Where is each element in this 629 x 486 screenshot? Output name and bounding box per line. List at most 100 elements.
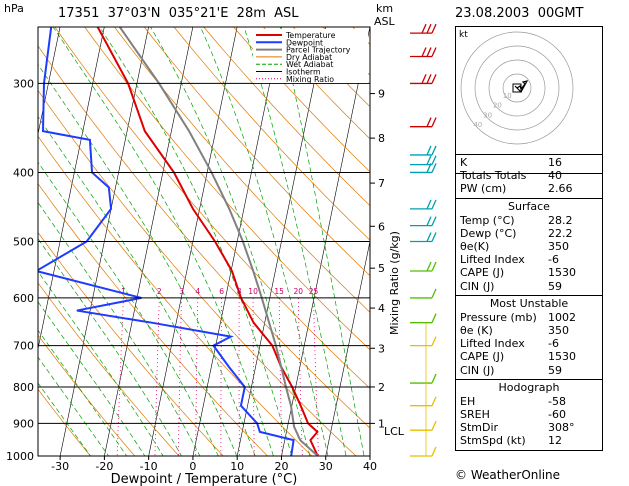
index-value: 59	[548, 363, 562, 377]
index-value: 59	[548, 279, 562, 293]
x-tick-label: 0	[189, 460, 196, 473]
index-value: 16	[548, 156, 562, 169]
index-value: 1002	[548, 310, 576, 324]
index-label: Pressure (mb)	[460, 310, 537, 324]
mixing-ratio-line	[238, 297, 240, 456]
index-label: K	[460, 156, 468, 169]
wet-adiabat-line	[38, 201, 201, 456]
dry-adiabat-line	[38, 282, 180, 456]
index-value: 2.66	[548, 182, 573, 196]
index-row: PW (cm) 2.66	[456, 182, 602, 195]
dry-adiabat-line	[203, 27, 370, 207]
section-title: Surface	[508, 199, 550, 213]
dry-adiabat-line	[143, 27, 370, 277]
datetime-title: 23.08.2003 00GMT	[455, 6, 584, 21]
pressure-tick-label: 600	[13, 292, 34, 305]
pressure-tick-label: 700	[13, 340, 34, 353]
dry-adiabat-line	[54, 27, 370, 389]
wet-adiabat-line	[38, 301, 146, 456]
index-row: SREH -60	[456, 408, 602, 421]
km-tick-label: 3	[378, 342, 385, 355]
mixing-ratio-line	[177, 297, 182, 456]
km-tick-label: 5	[378, 262, 385, 275]
indices-table: K 16 Totals Totals 40 PW (cm) 2.66 Surface Temp…	[455, 154, 603, 451]
index-value: 1530	[548, 350, 576, 364]
dry-adiabat-line	[173, 27, 370, 241]
wet-adiabat-line	[38, 161, 219, 456]
index-value: 12	[548, 434, 562, 448]
wet-adiabat-line	[38, 356, 109, 456]
index-row: Totals Totals 40	[456, 169, 602, 182]
index-value: 350	[548, 240, 569, 254]
mixing-ratio-label: 6	[219, 287, 224, 296]
wet-adiabat-line	[52, 27, 274, 456]
pressure-tick-label: 1000	[6, 450, 34, 463]
hodograph-ring-label: 10	[503, 92, 512, 100]
hodograph-unit: kt	[459, 30, 468, 40]
km-tick-label: 4	[378, 302, 385, 315]
index-value: 308°	[548, 421, 575, 435]
dry-adiabat-line	[38, 231, 224, 456]
x-tick-label: 30	[319, 460, 333, 473]
dry-adiabat-line	[38, 334, 136, 456]
index-row: CAPE (J) 1530	[456, 350, 602, 363]
index-value: 22.2	[548, 226, 573, 240]
mixing-ratio-label: 2	[157, 287, 162, 296]
index-label: CAPE (J)	[460, 350, 505, 364]
plot-frame	[37, 26, 371, 457]
index-label: Dewp (°C)	[460, 226, 517, 240]
index-row: EH -58	[456, 395, 602, 408]
wind-barbs	[410, 23, 437, 457]
asl-label: ASL	[374, 15, 395, 28]
wet-adiabat-line	[200, 27, 329, 456]
index-value: -60	[548, 408, 566, 422]
pressure-tick-label: 800	[13, 381, 34, 394]
index-label: CIN (J)	[460, 363, 495, 377]
mixing-ratio-line	[278, 297, 283, 456]
wet-adiabat-line	[280, 27, 365, 456]
dry-adiabat-line	[38, 135, 313, 456]
mixing-ratio-axis-label: Mixing Ratio (g/kg)	[388, 231, 401, 335]
index-label: PW (cm)	[460, 182, 507, 196]
x-tick-label: -10	[140, 460, 158, 473]
mixing-ratio-line	[220, 297, 223, 456]
isotherm-line	[236, 27, 326, 456]
x-tick-label: 40	[363, 460, 377, 473]
pressure-tick-label: 900	[13, 417, 34, 430]
x-tick-label: -20	[95, 460, 113, 473]
index-label: θe(K)	[460, 240, 490, 254]
index-row: θe(K) 350	[456, 240, 602, 253]
lcl-label: LCL	[384, 425, 405, 438]
index-row: Lifted Index -6	[456, 253, 602, 266]
legend-entry: Wet Adiabat	[286, 60, 333, 69]
index-row: StmSpd (kt) 12	[456, 434, 602, 447]
section-title: Hodograph	[498, 380, 560, 394]
mixing-ratio-label: 3	[179, 287, 184, 296]
hodograph-ring-label: 40	[473, 121, 482, 129]
km-tick-label: 8	[378, 132, 385, 145]
hpa-label: hPa	[4, 2, 24, 15]
legend-entry: Dewpoint	[286, 38, 323, 47]
legend-entry: Parcel Trajectory	[286, 46, 351, 55]
km-tick-label: 1	[378, 417, 385, 430]
series-temperature	[96, 27, 319, 456]
dry-adiabat-line	[38, 45, 370, 429]
hodograph-ring-label: 20	[493, 102, 502, 110]
index-label: SREH	[460, 408, 490, 422]
km-tick-label: 9	[378, 88, 385, 101]
dry-adiabat-line	[38, 183, 269, 456]
mixing-ratio-line	[252, 297, 255, 456]
mixing-ratio-label: 1	[121, 287, 126, 296]
index-label: Lifted Index	[460, 253, 525, 267]
index-label: StmDir	[460, 421, 499, 435]
index-row: K 16	[456, 156, 602, 169]
mixing-ratio-line	[116, 297, 124, 456]
x-tick-label: 20	[274, 460, 288, 473]
wet-adiabat-line	[38, 329, 128, 456]
index-label: Totals Totals	[460, 169, 527, 183]
index-value: 1530	[548, 266, 576, 280]
index-label: Lifted Index	[460, 337, 525, 351]
index-value: -58	[548, 394, 566, 408]
